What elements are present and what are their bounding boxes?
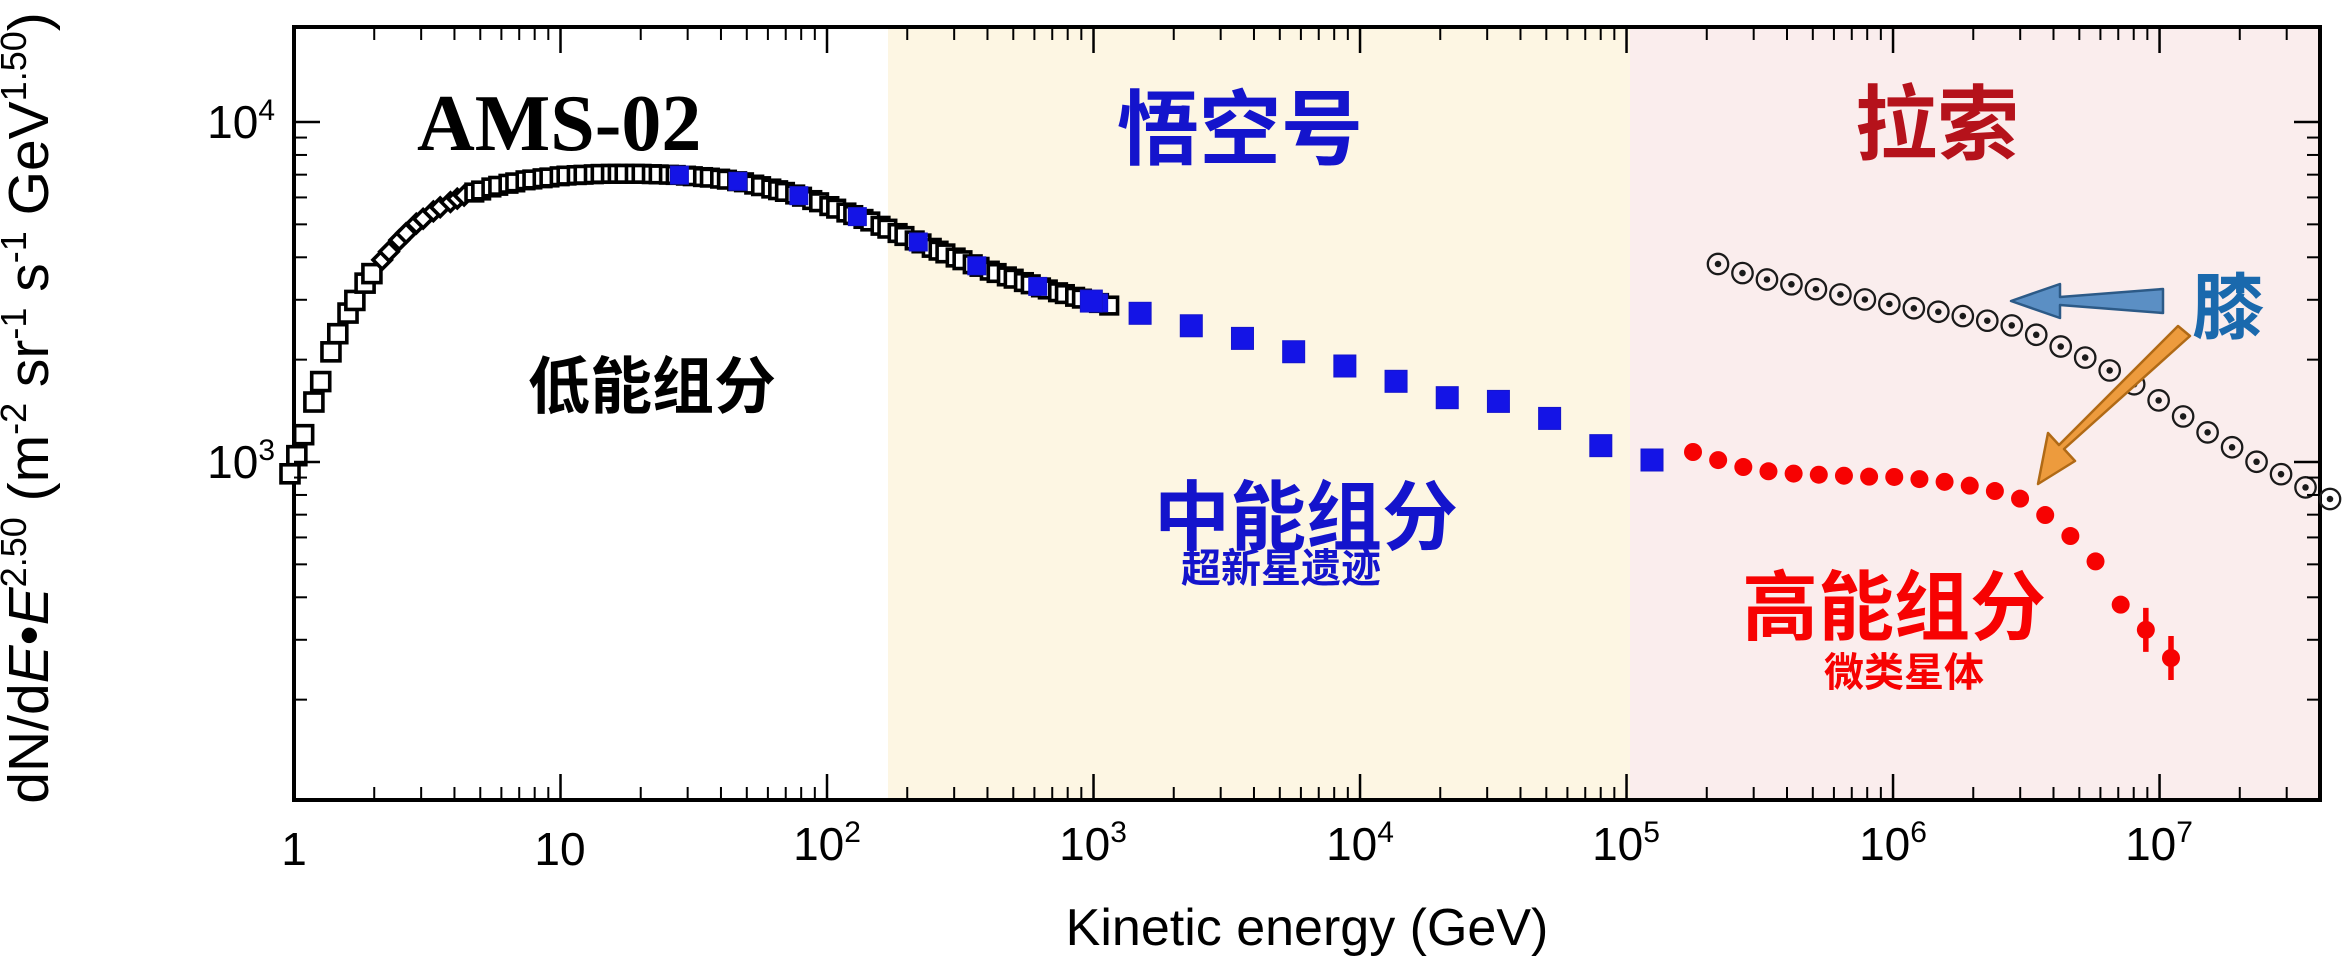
svg-text:10: 10 bbox=[534, 823, 585, 875]
svg-text:低能组分: 低能组分 bbox=[528, 336, 776, 426]
svg-text:AMS-02: AMS-02 bbox=[417, 80, 701, 168]
svg-text:102: 102 bbox=[793, 816, 861, 870]
svg-text:拉索: 拉索 bbox=[1855, 58, 2019, 177]
svg-text:104: 104 bbox=[1326, 816, 1394, 870]
svg-text:104: 104 bbox=[207, 94, 275, 148]
svg-text:106: 106 bbox=[1859, 816, 1927, 870]
svg-text:超新星遗迹: 超新星遗迹 bbox=[1181, 536, 1381, 594]
svg-text:103: 103 bbox=[207, 434, 275, 488]
svg-text:107: 107 bbox=[2125, 816, 2193, 870]
svg-text:1: 1 bbox=[281, 823, 307, 875]
svg-text:103: 103 bbox=[1059, 816, 1127, 870]
svg-text:微类星体: 微类星体 bbox=[1824, 640, 1984, 698]
svg-text:105: 105 bbox=[1592, 816, 1660, 870]
svg-text:膝: 膝 bbox=[2192, 249, 2264, 354]
svg-text:dN/dE•E2.50 (m-2 sr-1 s-1 GeV1: dN/dE•E2.50 (m-2 sr-1 s-1 GeV1.50) bbox=[0, 12, 61, 804]
svg-text:悟空号: 悟空号 bbox=[1117, 63, 1363, 182]
svg-text:Kinetic energy (GeV): Kinetic energy (GeV) bbox=[1066, 899, 1549, 957]
